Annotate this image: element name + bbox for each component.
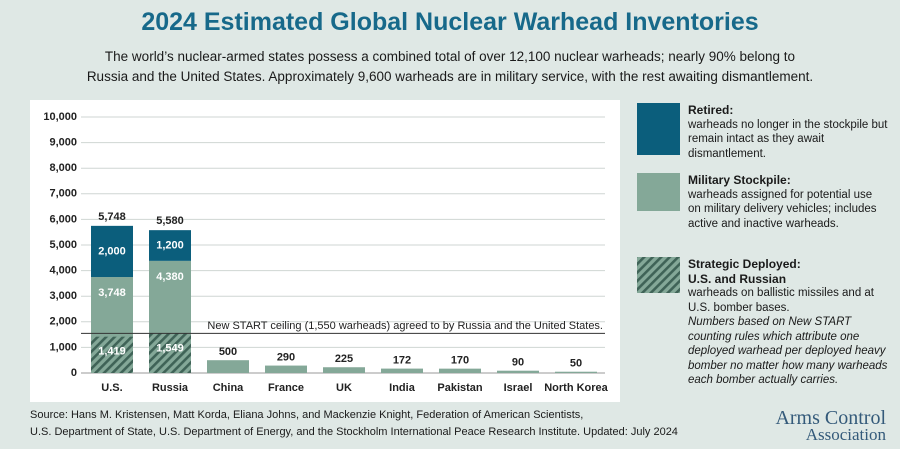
legend-description: warheads assigned for potential use on m… — [688, 188, 877, 230]
legend-entry: Strategic Deployed: U.S. and Russian warh… — [688, 257, 888, 388]
y-tick-label: 0 — [71, 367, 77, 379]
y-tick-label: 5,000 — [49, 239, 77, 251]
legend-label: Retired: — [688, 103, 734, 117]
x-tick-label: India — [389, 382, 416, 394]
y-tick-label: 2,000 — [49, 316, 77, 328]
bar-segment — [323, 367, 365, 373]
legend-entry: Retired: warheads no longer in the stockp… — [688, 103, 888, 161]
bar-segment — [149, 230, 191, 261]
value-label: 4,380 — [156, 271, 184, 283]
value-label: 1,419 — [98, 346, 126, 358]
y-tick-label: 1,000 — [49, 341, 77, 353]
legend-description: warheads on ballistic missiles and at U.… — [688, 287, 875, 314]
value-label: 1,200 — [156, 239, 184, 251]
legend-label: Strategic Deployed: U.S. and Russian — [688, 257, 801, 286]
legend-note: Numbers based on New START counting rule… — [688, 316, 888, 386]
legend-swatch — [637, 173, 680, 211]
x-tick-label: France — [268, 382, 304, 394]
x-tick-label: U.S. — [101, 382, 122, 394]
value-label: 90 — [512, 357, 524, 369]
logo: Arms Control — [775, 407, 886, 429]
total-label: 5,580 — [156, 215, 184, 227]
deployed-overlay — [91, 336, 133, 373]
legend-swatch — [637, 103, 680, 155]
y-tick-label: 8,000 — [49, 162, 77, 174]
x-tick-label: North Korea — [544, 382, 608, 394]
bar-segment — [381, 368, 423, 373]
deployed-overlay — [149, 333, 191, 373]
value-label: 290 — [277, 351, 295, 363]
x-tick-label: China — [213, 382, 244, 394]
chart-title: 2024 Estimated Global Nuclear Warhead In… — [141, 8, 759, 36]
value-label: 500 — [219, 346, 237, 358]
bar-segment — [439, 368, 481, 373]
y-tick-label: 10,000 — [43, 111, 77, 123]
value-label: 225 — [335, 353, 353, 365]
value-label: 170 — [451, 355, 469, 367]
subtitle: The world’s nuclear-armed states possess… — [104, 49, 796, 64]
bar-segment — [207, 360, 249, 373]
legend-swatch — [637, 257, 680, 293]
x-tick-label: Israel — [504, 382, 533, 394]
value-label: 2,000 — [98, 245, 126, 257]
bar-segment — [555, 371, 597, 373]
reference-label: New START ceiling (1,550 warheads) agree… — [207, 320, 603, 332]
logo: Association — [805, 425, 886, 444]
source: Source: Hans M. Kristensen, Matt Korda, … — [30, 409, 584, 421]
y-tick-label: 7,000 — [49, 188, 77, 200]
x-tick-label: Pakistan — [437, 382, 483, 394]
value-label: 50 — [570, 358, 582, 370]
x-tick-label: UK — [336, 382, 352, 394]
value-label: 3,748 — [98, 287, 126, 299]
y-tick-label: 9,000 — [49, 137, 77, 149]
bar-segment — [265, 365, 307, 373]
legend-description: warheads no longer in the stockpile but … — [688, 118, 888, 160]
bar-segment — [497, 370, 539, 373]
value-label: 172 — [393, 355, 411, 367]
total-label: 5,748 — [98, 211, 126, 223]
bar-segment — [91, 225, 133, 278]
y-tick-label: 6,000 — [49, 213, 77, 225]
legend-entry: Military Stockpile: warheads assigned for… — [688, 173, 888, 231]
subtitle: Russia and the United States. Approximat… — [86, 69, 814, 84]
y-tick-label: 4,000 — [49, 265, 77, 277]
source: U.S. Department of State, U.S. Departmen… — [30, 426, 678, 438]
value-label: 1,549 — [156, 342, 184, 354]
y-tick-label: 3,000 — [49, 290, 77, 302]
x-tick-label: Russia — [152, 382, 189, 394]
legend-label: Military Stockpile: — [688, 173, 791, 187]
